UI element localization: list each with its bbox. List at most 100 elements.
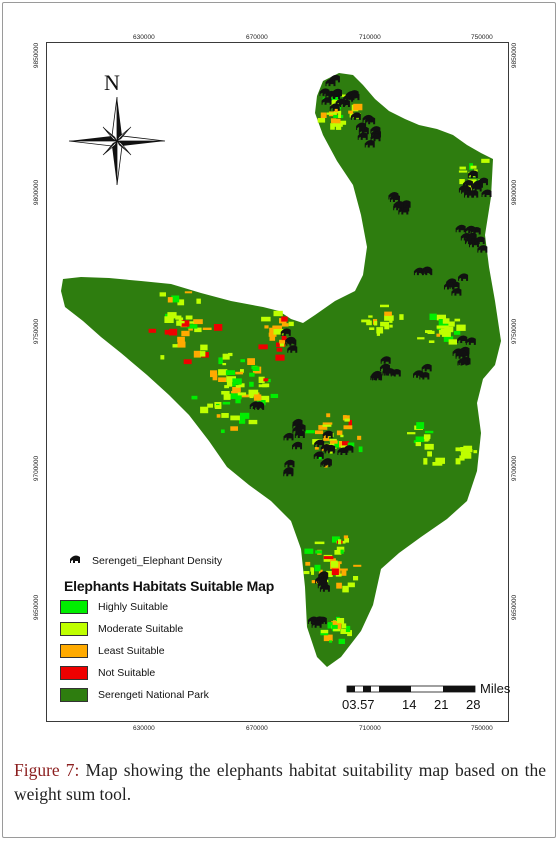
suitability-patch	[252, 366, 260, 371]
suitability-patch	[423, 458, 428, 465]
suitability-patch	[239, 394, 250, 398]
legend-swatch	[60, 622, 88, 636]
elephant-icon	[287, 345, 298, 353]
elephant-icon	[317, 575, 328, 583]
suitability-patch	[235, 395, 242, 400]
suitability-patch	[327, 451, 334, 454]
suitability-patch	[335, 573, 342, 577]
bottom-coord-label: 630000	[133, 725, 155, 732]
suitability-patch	[240, 359, 245, 363]
suitability-patch	[332, 536, 340, 543]
elephant-icon	[316, 616, 327, 625]
legend-label: Not Suitable	[98, 667, 156, 679]
suitability-patch	[438, 329, 445, 335]
suitability-patch	[333, 122, 343, 127]
suitability-patch	[164, 316, 174, 323]
elephant-icon	[390, 368, 401, 377]
legend-label: Moderate Suitable	[98, 623, 184, 635]
suitability-patch	[235, 371, 244, 375]
suitability-patch	[320, 112, 327, 118]
suitability-patch	[380, 321, 389, 327]
elephant-icon	[393, 201, 404, 209]
right-coord-label: 9700000	[511, 455, 519, 482]
suitability-patch	[273, 329, 284, 335]
suitability-patch	[424, 443, 434, 450]
suitability-patch	[432, 462, 443, 466]
suitability-patch	[455, 458, 461, 465]
elephant-icon	[320, 459, 331, 467]
suitability-patch	[336, 430, 343, 436]
suitability-patch	[238, 383, 245, 388]
bottom-coord-label: 710000	[359, 725, 381, 732]
suitability-patch	[249, 381, 254, 387]
suitability-patch	[279, 342, 285, 347]
suitability-patch	[369, 327, 375, 330]
elephant-icon	[284, 459, 295, 468]
elephant-icon	[384, 368, 395, 376]
suitability-patch	[214, 405, 222, 409]
suitability-patch	[361, 319, 371, 323]
right-coord-label: 9800000	[511, 179, 519, 206]
suitability-patch	[249, 394, 254, 399]
suitability-patch	[221, 429, 225, 433]
legend-title: Elephants Habitats Suitable Map	[64, 578, 275, 594]
elephant-icon	[356, 122, 367, 131]
suitability-patch	[331, 568, 339, 575]
suitability-patch	[185, 321, 194, 324]
suitability-patch	[218, 369, 228, 376]
suitability-patch	[330, 99, 341, 107]
suitability-patch	[236, 381, 241, 385]
suitability-patch	[272, 325, 278, 329]
suitability-patch	[263, 378, 269, 382]
suitability-patch	[428, 340, 435, 343]
scale-tick-label: 28	[466, 697, 481, 712]
suitability-patch	[317, 118, 326, 123]
legend-label: Serengeti National Park	[98, 689, 209, 701]
right-coord-label: 9750000	[511, 318, 519, 345]
suitability-patch	[315, 550, 323, 554]
suitability-patch	[176, 320, 182, 326]
suitability-patch	[279, 339, 289, 344]
suitability-patch	[338, 111, 342, 118]
suitability-patch	[181, 330, 190, 337]
suitability-patch	[193, 350, 201, 358]
suitability-patch	[332, 624, 338, 632]
elephant-icon	[388, 191, 399, 200]
elephant-icon	[465, 225, 476, 234]
suitability-patch	[261, 316, 271, 322]
elephant-icon	[464, 190, 475, 198]
scale-tick-label: 03.57	[342, 697, 375, 712]
suitability-patch	[338, 638, 345, 644]
elephant-icon	[467, 170, 478, 178]
elephant-icon	[459, 346, 470, 355]
serengeti-park-area	[61, 73, 501, 667]
suitability-patch	[183, 359, 192, 365]
suitability-patch	[336, 582, 342, 589]
suitability-patch	[481, 158, 490, 163]
elephant-icon	[398, 207, 409, 215]
map-frame	[46, 42, 509, 722]
suitability-patch	[177, 341, 186, 348]
elephant-icon	[320, 443, 331, 452]
map-canvas	[61, 73, 501, 693]
elephant-icon	[358, 126, 369, 135]
suitability-patch	[417, 337, 425, 340]
suitability-patch	[458, 170, 468, 173]
suitability-patch	[258, 376, 265, 383]
suitability-patch	[229, 393, 239, 399]
suitability-patch	[329, 640, 333, 643]
suitability-patch	[193, 319, 203, 325]
legend-label: Least Suitable	[98, 645, 165, 657]
suitability-patch	[216, 414, 221, 418]
suitability-patch	[416, 422, 425, 429]
suitability-patch	[221, 413, 229, 418]
suitability-patch	[311, 568, 314, 575]
suitability-patch	[357, 435, 362, 440]
elephant-icon	[317, 580, 328, 589]
suitability-patch	[358, 446, 363, 453]
elephant-icon	[307, 616, 318, 625]
suitability-patch	[448, 339, 457, 345]
suitability-patch	[454, 331, 461, 335]
suitability-patch	[442, 318, 450, 324]
suitability-patch	[235, 385, 240, 388]
